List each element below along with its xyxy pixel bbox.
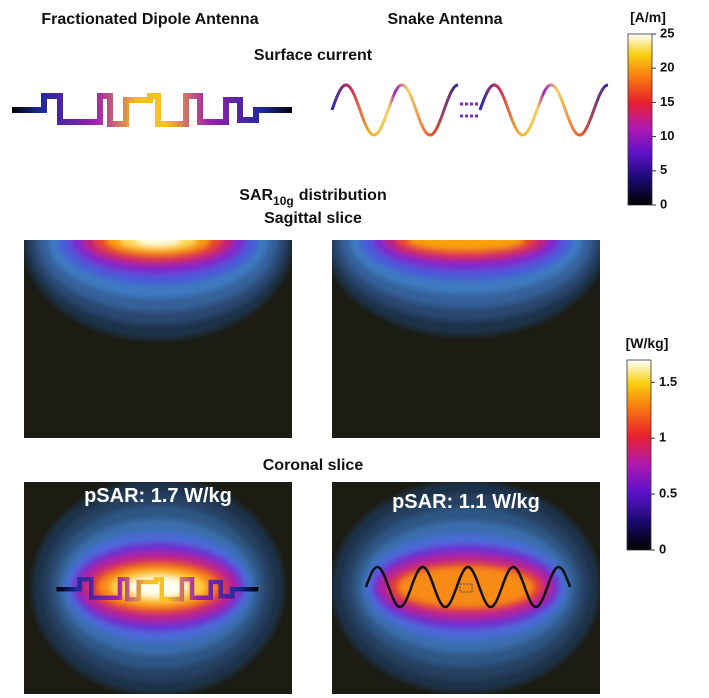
colorbar-tick-label: 1 [659,430,666,445]
heat-contour [136,240,180,245]
snake-current-map [330,83,609,137]
snake-wire [478,83,609,137]
sar-sub: 10g [273,194,294,208]
colorbar-tick-label: 0 [660,196,667,211]
snake-wire [330,83,459,137]
heat-layers [332,240,600,336]
colorbars: [A/m] 0 5 10 15 20 25 [W/kg] 0 0.5 1 1.5 [626,9,677,556]
colorbar-unit: [A/m] [630,9,666,25]
column-title: Fractionated Dipole Antenna [41,11,258,28]
heat-layers [32,482,284,694]
column-title: Snake Antenna [388,11,503,28]
colorbar-tick-label: 25 [660,25,674,40]
feed [459,583,473,593]
colorbar-tick-label: 0.5 [659,486,677,501]
colorbar-tick-label: 15 [660,94,674,109]
colorbar-unit: [W/kg] [626,335,669,351]
colorbar-tick-label: 5 [660,162,667,177]
colorbar-tick-label: 20 [660,60,674,75]
colorbar-tick-label: 10 [660,128,674,143]
section-title: Sagittal slice [264,210,362,227]
colorbar-tick-label: 1.5 [659,374,677,389]
psar-label: pSAR: 1.7 W/kg [84,485,232,507]
sar-rest: distribution [299,187,387,204]
heat-blur [332,240,600,336]
section-title: Surface current [254,47,373,64]
heat-contour [408,240,524,250]
section-title: Coronal slice [263,457,364,474]
feed-gap [460,102,478,118]
section-title: SAR10g distribution [239,187,386,208]
heat-blur [32,482,284,694]
sar-main: SAR [239,187,273,204]
heat-layers [24,240,292,340]
colorbar [627,33,653,206]
heat-blur [24,240,292,340]
colorbar [626,359,652,551]
snake-wire [364,565,572,609]
psar-label: pSAR: 1.1 W/kg [392,491,540,513]
snake-overlay [364,565,572,609]
dipole-current-map [12,93,292,127]
colorbar-tick-label: 0 [659,541,666,556]
heat-contour [398,567,534,607]
